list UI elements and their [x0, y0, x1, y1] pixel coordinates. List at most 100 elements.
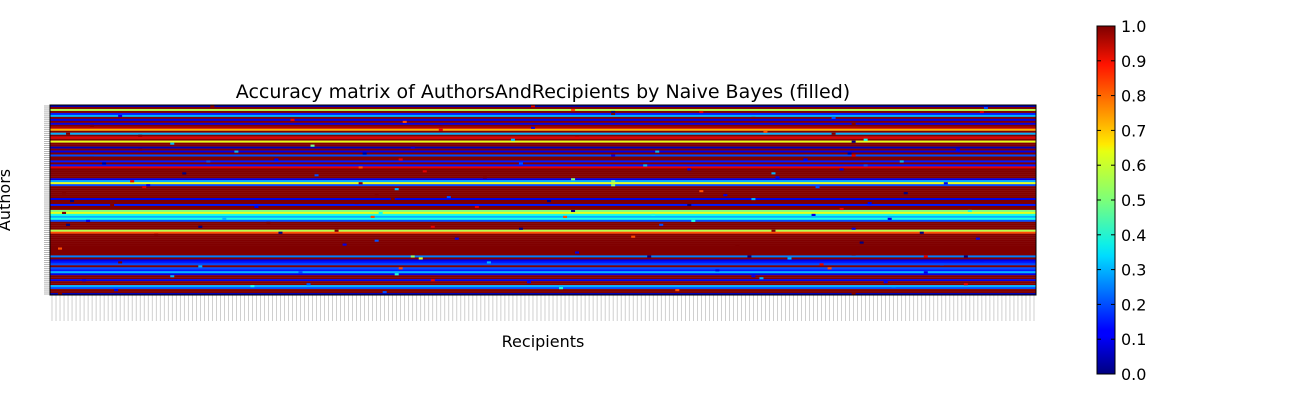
heatmap-row-79 [50, 261, 1036, 264]
heatmap-cell [631, 235, 636, 238]
heatmap-cell [530, 105, 535, 108]
heatmap-cell [334, 229, 339, 232]
chart-title: Accuracy matrix of AuthorsAndRecipients … [236, 81, 850, 103]
heatmap-cell [118, 261, 123, 264]
colorbar-tick-label: 0.1 [1121, 330, 1146, 349]
heatmap-row-36 [50, 176, 1036, 179]
heatmap-row-59 [50, 221, 1036, 224]
heatmap-cell [482, 249, 487, 252]
heatmap-cell [70, 200, 75, 203]
heatmap-row-89 [50, 281, 1036, 284]
heatmap-cell [390, 198, 395, 201]
heatmap-row-26 [50, 156, 1036, 159]
heatmap-cell [382, 291, 387, 294]
heatmap-row-73 [50, 249, 1036, 252]
heatmap-cell [887, 217, 892, 220]
heatmap-cell [831, 116, 836, 120]
heatmap-row-11 [50, 126, 1036, 129]
heatmap-cell [655, 150, 660, 153]
heatmap-cell [378, 211, 383, 215]
heatmap-cell [851, 227, 856, 230]
heatmap-cell [699, 110, 704, 114]
heatmap-cell [66, 132, 71, 135]
heatmap-cell [370, 215, 375, 218]
heatmap-cell [839, 207, 844, 211]
heatmap-row-95 [50, 293, 1036, 296]
heatmap-row-15 [50, 134, 1036, 137]
heatmap-row-29 [50, 162, 1036, 165]
heatmap-row-54 [50, 211, 1036, 215]
colorbar-tick-label: 0.6 [1121, 156, 1146, 175]
heatmap-cell [851, 253, 856, 256]
heatmap-cell [118, 114, 123, 118]
heatmap-row-30 [50, 164, 1036, 167]
heatmap-cell [983, 106, 988, 110]
heatmap-row-33 [50, 170, 1036, 173]
heatmap-row-5 [50, 114, 1036, 118]
heatmap-cell [611, 180, 616, 183]
colorbar-ticks: 0.0 0.1 0.2 0.3 0.4 0.5 0.6 0.7 0.8 0.9 1.0 [1097, 17, 1146, 384]
heatmap-row-50 [50, 203, 1036, 207]
heatmap-cell [691, 219, 696, 222]
heatmap-cell [611, 184, 616, 187]
heatmap-row-21 [50, 146, 1036, 149]
heatmap-row-49 [50, 201, 1036, 205]
heatmap-row-27 [50, 158, 1036, 161]
heatmap-cell [530, 126, 535, 129]
heatmap-row-83 [50, 269, 1036, 272]
heatmap-row-7 [50, 118, 1036, 121]
heatmap-cell [362, 152, 367, 155]
heatmap-row-75 [50, 253, 1036, 256]
heatmap-cell [647, 255, 652, 258]
heatmap-row-40 [50, 184, 1036, 187]
heatmap-cell [675, 289, 680, 292]
heatmap-cell [575, 136, 580, 139]
heatmap-cell [839, 168, 844, 171]
heatmap-cell [310, 144, 315, 147]
heatmap-cell [170, 275, 175, 278]
heatmap-row-28 [50, 160, 1036, 163]
heatmap-cell [699, 190, 704, 193]
heatmap-cell [170, 142, 175, 145]
heatmap-cell [62, 211, 67, 215]
heatmap-cell [142, 186, 147, 189]
heatmap-cell [114, 289, 119, 292]
heatmap-cell [274, 158, 279, 161]
heatmap-row-35 [50, 174, 1036, 177]
heatmap-cell [751, 198, 756, 201]
heatmap-row-25 [50, 154, 1036, 157]
heatmap-cell [394, 273, 399, 276]
heatmap-row-53 [50, 209, 1036, 213]
heatmap-cell [410, 146, 415, 149]
heatmap-row-74 [50, 251, 1036, 254]
heatmap-row-93 [50, 289, 1036, 292]
heatmap-row-69 [50, 241, 1036, 244]
heatmap-row-61 [50, 225, 1036, 228]
heatmap-row-80 [50, 263, 1036, 266]
x-tick-marks [51, 295, 1035, 321]
heatmap-cell [611, 110, 616, 114]
heatmap-cell [90, 156, 95, 159]
heatmap-cell [250, 285, 255, 288]
heatmap-cell [563, 215, 568, 218]
heatmap-row-71 [50, 245, 1036, 248]
heatmap-cell [863, 138, 868, 141]
heatmap-cell [771, 172, 776, 175]
heatmap-row-47 [50, 198, 1036, 201]
heatmap-cell [130, 180, 135, 183]
heatmap-cell [374, 194, 379, 197]
heatmap-row-18 [50, 140, 1036, 143]
heatmap-cell [575, 251, 580, 254]
heatmap-cell [146, 184, 151, 187]
heatmap-cell [775, 176, 780, 179]
heatmap-row-56 [50, 215, 1036, 218]
heatmap-row-8 [50, 120, 1036, 123]
heatmap-row-48 [50, 200, 1036, 203]
heatmap-cell [90, 124, 95, 127]
heatmap-cell [611, 112, 616, 116]
colorbar-tick-label: 0.0 [1121, 365, 1146, 384]
heatmap-cell [547, 200, 552, 203]
heatmap-row-41 [50, 186, 1036, 189]
heatmap-row-37 [50, 178, 1036, 181]
heatmap-cell [751, 116, 756, 120]
